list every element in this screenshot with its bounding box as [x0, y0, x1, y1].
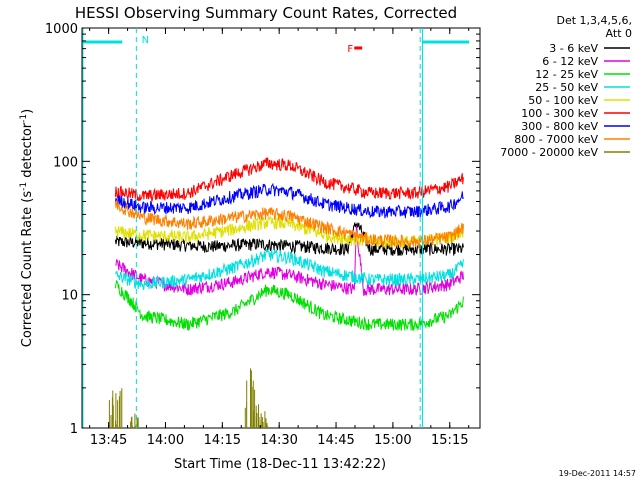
series-line: [114, 248, 464, 291]
legend-entry-label: 3 - 6 keV: [549, 42, 598, 55]
y-label-main: Corrected Count Rate (s: [20, 191, 35, 348]
x-tick-label: 14:15: [204, 433, 241, 448]
x-tick-label: 15:15: [431, 433, 468, 448]
y-label-sup-1: -1: [19, 182, 29, 191]
legend-entry-label: 50 - 100 keV: [528, 94, 598, 107]
plot-frame: [81, 27, 481, 429]
series-line: [114, 182, 464, 219]
x-tick-label: 15:00: [374, 433, 411, 448]
x-tick-label: 14:00: [147, 433, 184, 448]
series-line: [114, 199, 464, 249]
series-line: [108, 368, 268, 428]
y-tick-label: 100: [53, 155, 78, 170]
legend-entry-label: 300 - 800 keV: [521, 120, 598, 133]
legend-entry-label: 800 - 7000 keV: [514, 133, 598, 146]
y-tick-label: 1: [70, 422, 78, 437]
flags-layer: NF: [82, 28, 470, 428]
legend-entry-label: 6 - 12 keV: [542, 55, 598, 68]
legend-header: Att 0: [606, 27, 632, 40]
y-tick-label: 1000: [45, 22, 78, 37]
chart-title: HESSI Observing Summary Count Rates, Cor…: [75, 4, 457, 22]
series-line: [114, 280, 464, 332]
legend-entry-label: 100 - 300 keV: [521, 107, 598, 120]
y-axis-label: Corrected Count Rate (s-1 detector-1): [19, 109, 35, 347]
legend-header: Det 1,3,4,5,6,: [556, 14, 632, 27]
footer-timestamp: 19-Dec-2011 14:57: [559, 469, 636, 478]
x-tick-label: 13:45: [90, 433, 127, 448]
plot-area: NF 13:45 14:00 14:15 14:30 14:45 15:00 15:1511…: [45, 22, 481, 448]
y-label-end: ): [20, 109, 35, 114]
y-tick-label: 10: [61, 289, 78, 304]
axes-layer: 13:45 14:00 14:15 14:30 14:45 15:00 15:15 1 10 10…: [45, 22, 480, 448]
x-tick-label: 14:30: [260, 433, 297, 448]
legend-entry-label: 25 - 50 keV: [535, 81, 598, 94]
x-axis-label: Start Time (18-Dec-11 13:42:22): [174, 457, 386, 472]
flare-flag-label: F: [347, 44, 353, 55]
series-line: [114, 222, 464, 257]
legend-entry-label: 12 - 25 keV: [535, 68, 598, 81]
x-tick-label: 14:45: [317, 433, 354, 448]
series-line: [114, 156, 464, 202]
y-label-sup-2: -1: [19, 114, 29, 123]
y-label-mid: detector: [20, 122, 35, 182]
night-flag-label: N: [142, 35, 149, 46]
legend-entry-label: 7000 - 20000 keV: [500, 146, 598, 159]
series-layer: [108, 156, 464, 428]
